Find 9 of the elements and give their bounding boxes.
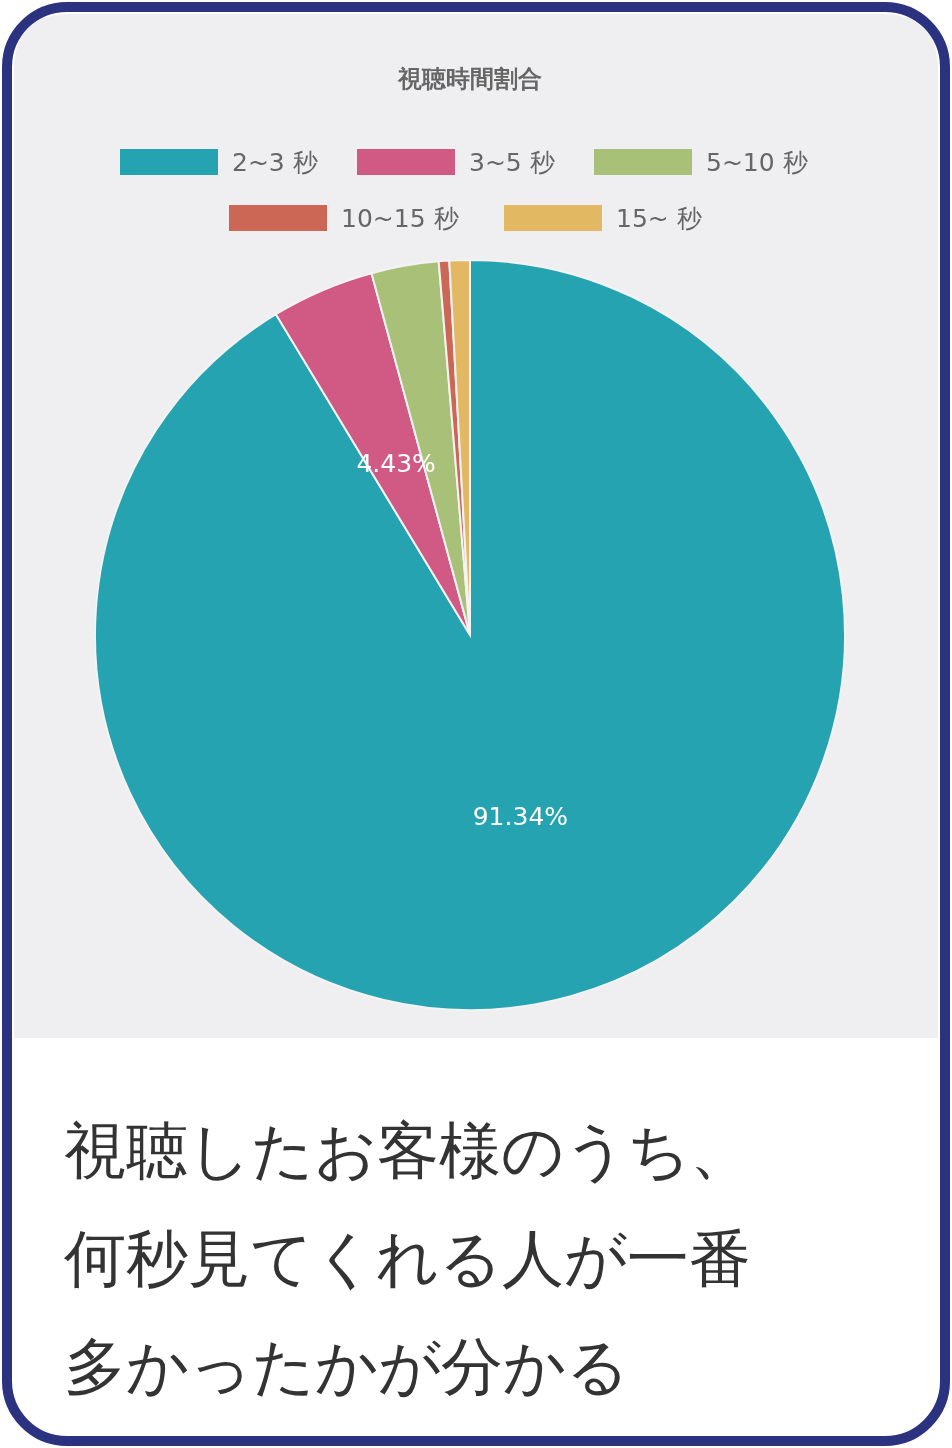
legend-label: 3~5 秒: [469, 148, 555, 177]
legend-label: 15~ 秒: [616, 204, 702, 233]
pie-slice: [94, 259, 846, 1011]
legend-label: 10~15 秒: [341, 204, 459, 233]
text: 視聴したお客様のうち、何秒見てくれる人が一番多かったかが分かる: [64, 1114, 752, 1403]
data-label: 91.34%: [472, 801, 569, 831]
chart-title: 視聴時間割合: [397, 65, 542, 93]
legend-label: 5~10 秒: [706, 148, 808, 177]
legend-label: 2~3 秒: [232, 148, 318, 177]
